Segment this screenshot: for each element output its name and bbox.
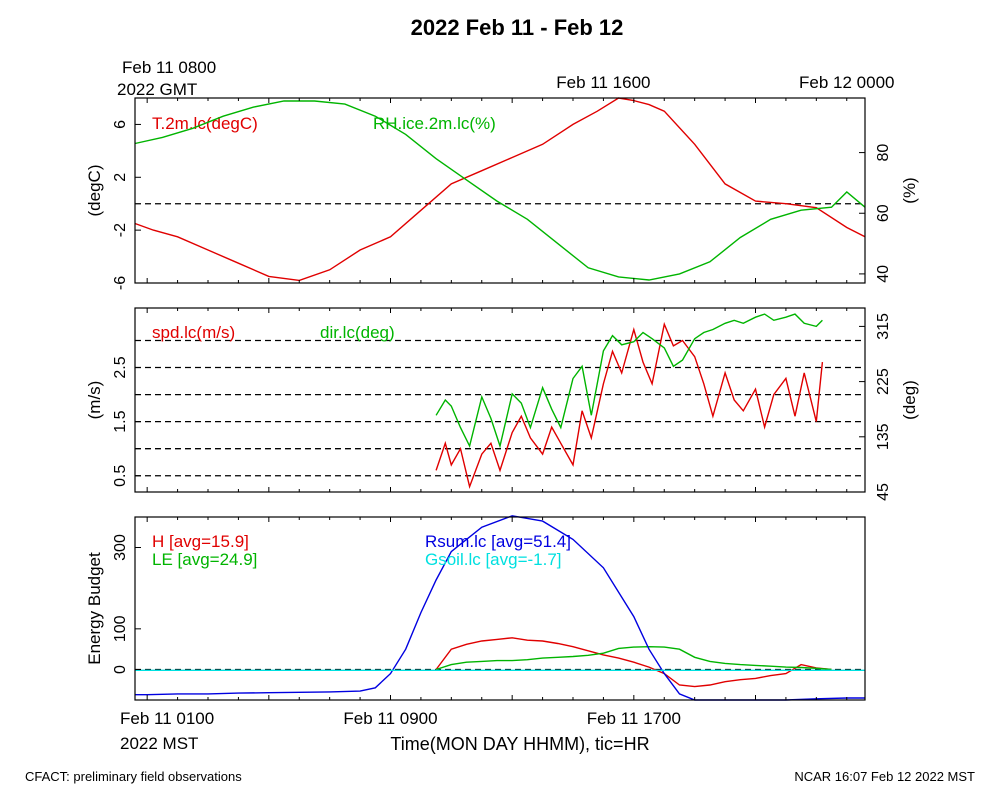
wind-panel: spd.lc(m/s) dir.lc(deg) 0.5 1.5 2.5 (m/s) 45 13… — [85, 307, 919, 501]
x-axis-title: Time(MON DAY HHMM), tic=HR — [390, 734, 649, 754]
bottom-axis-label: Feb 11 0100 — [120, 709, 214, 728]
y-tick-label: 100 — [112, 615, 129, 642]
y-axis-title: (m/s) — [85, 381, 104, 420]
y-tick-label: 2 — [112, 173, 129, 182]
series-line-h — [435, 637, 832, 688]
top-axis-label: Feb 11 1600 — [556, 73, 650, 92]
legend-entry: H [avg=15.9] — [152, 532, 249, 551]
plot-frame — [134, 97, 866, 284]
legend-entry: LE [avg=24.9] — [152, 550, 257, 569]
y2-tick-label: 40 — [875, 265, 892, 283]
y2-axis-title: (deg) — [900, 380, 919, 420]
y-axis-title: (degC) — [85, 165, 104, 217]
chart-title: 2022 Feb 11 - Feb 12 — [411, 15, 624, 40]
plot-frame — [134, 307, 866, 493]
y2-tick-label: 315 — [875, 313, 892, 340]
y-tick-label: 0.5 — [112, 465, 129, 487]
energy-budget-panel: H [avg=15.9]LE [avg=24.9] Rsum.lc [avg=51… — [85, 515, 866, 701]
y-axis-title: Energy Budget — [85, 552, 104, 665]
y2-tick-label: 135 — [875, 423, 892, 450]
y-tick-label: 1.5 — [112, 410, 129, 432]
legend-entry: Gsoil.lc [avg=-1.7] — [425, 550, 562, 569]
bottom-axis-label: 2022 MST — [120, 734, 198, 753]
y2-tick-label: 60 — [875, 204, 892, 222]
bottom-axis-label: Feb 11 1700 — [587, 709, 681, 728]
y-tick-label: 6 — [112, 120, 129, 129]
series-line-le — [435, 645, 832, 671]
y-tick-label: -6 — [112, 276, 129, 290]
y2-tick-label: 225 — [875, 368, 892, 395]
series-line-rh-ice-2m-lc- — [134, 100, 866, 281]
series-line-spd-lc-m-s- — [435, 321, 824, 489]
y2-axis-title: (%) — [900, 177, 919, 203]
y2-tick-label: 80 — [875, 144, 892, 162]
legend-entry: dir.lc(deg) — [320, 323, 395, 342]
series-line-dir-lc-deg- — [435, 313, 823, 449]
top-axis-labels: Feb 11 0800 2022 GMT Feb 11 1600 Feb 12 000… — [117, 58, 894, 99]
series-line-t-2m-lc-degc- — [134, 97, 866, 282]
y-tick-label: 2.5 — [112, 356, 129, 378]
y-tick-label: 0 — [112, 665, 129, 674]
y-tick-label: 300 — [112, 534, 129, 561]
legend-entry: spd.lc(m/s) — [152, 323, 235, 342]
y-tick-label: -2 — [112, 223, 129, 237]
top-axis-label: 2022 GMT — [117, 80, 197, 99]
temperature-rh-panel: T.2m.lc(degC) RH.ice.2m.lc(%)-6-226(degC)… — [85, 97, 919, 290]
footer-left: CFACT: preliminary field observations — [25, 769, 242, 784]
y2-tick-label: 45 — [875, 483, 892, 501]
legend-entry: RH.ice.2m.lc(%) — [373, 114, 496, 133]
bottom-axis-labels: Feb 11 0100 2022 MST Feb 11 0900 Feb 11 170… — [120, 709, 681, 753]
top-axis-label: Feb 12 0000 — [799, 73, 894, 92]
bottom-axis-label: Feb 11 0900 — [343, 709, 437, 728]
top-axis-label: Feb 11 0800 — [122, 58, 216, 77]
plot-frame — [134, 516, 866, 701]
legend-entry: Rsum.lc [avg=51.4] — [425, 532, 571, 551]
footer-right: NCAR 16:07 Feb 12 2022 MST — [794, 769, 975, 784]
